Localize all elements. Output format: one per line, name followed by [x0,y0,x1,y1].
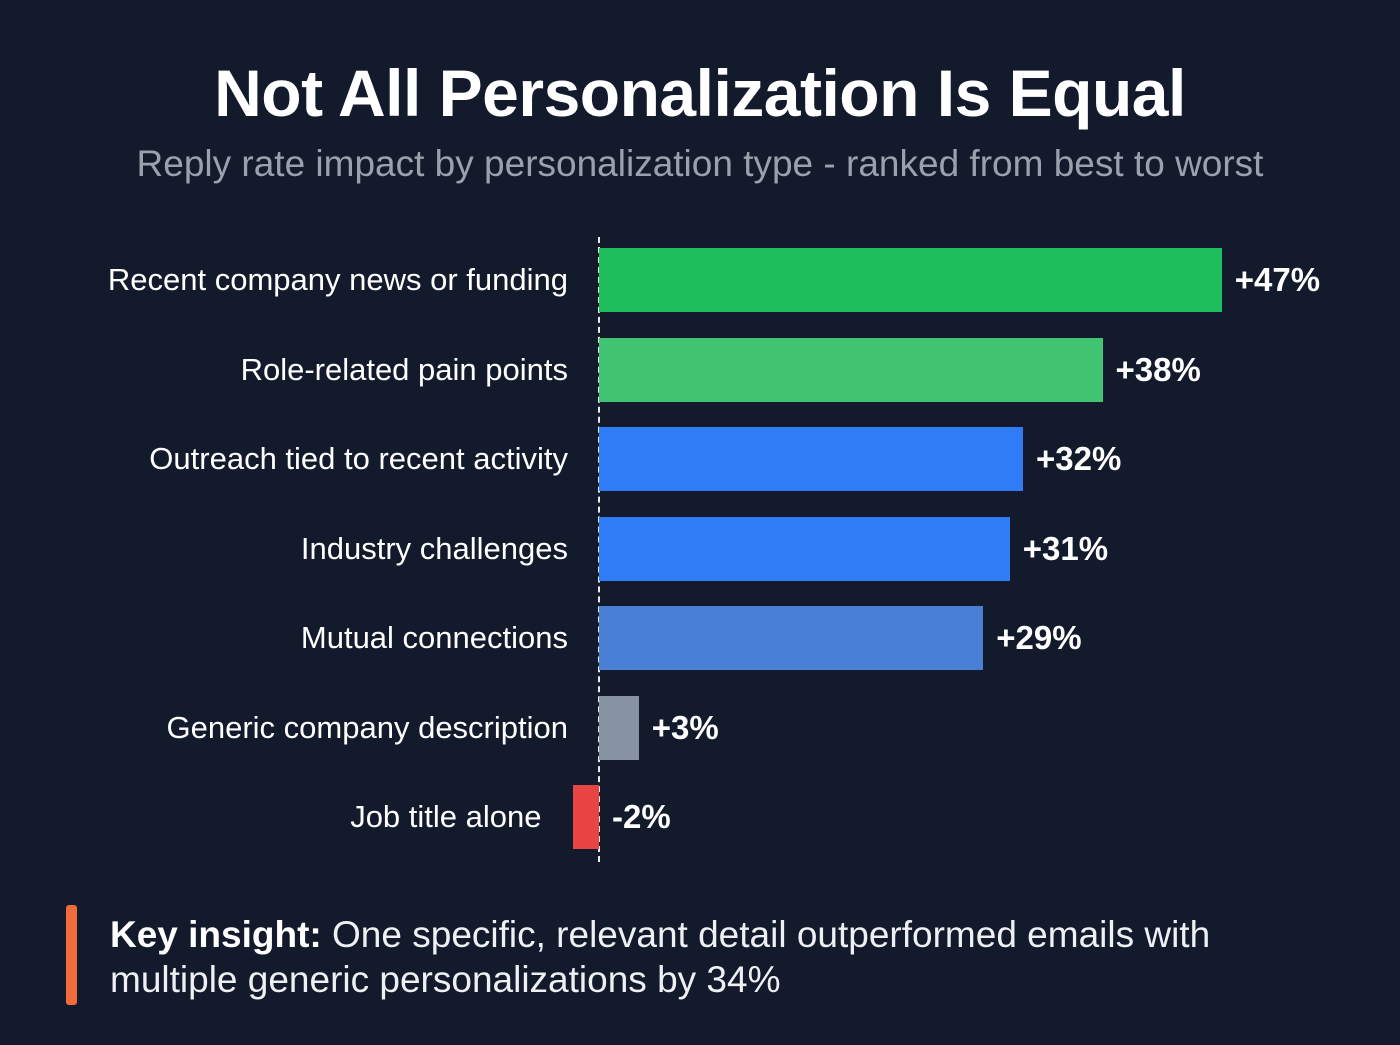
value-label: +3% [651,708,719,746]
bar [599,337,1103,402]
bar [599,516,1010,581]
chart-subtitle: Reply rate impact by personalization typ… [136,143,1264,184]
category-label: Recent company news or funding [107,262,568,297]
bar-chart: Recent company news or funding +47% Role-r… [107,237,1321,862]
value-label: +38% [1115,350,1201,388]
value-label: -2% [612,798,671,835]
bar [599,248,1222,312]
category-label: Generic company description [166,709,568,745]
chart-title: Not All Personalization Is Equal [214,56,1186,130]
bar [599,427,1023,491]
category-label: Job title alone [350,799,542,834]
value-label: +31% [1022,529,1109,567]
category-label: Outreach tied to recent activity [149,441,568,476]
bar [572,785,599,849]
value-label: +47% [1234,261,1321,298]
bar [599,695,639,760]
bar [599,606,984,670]
category-label: Mutual connections [300,620,568,655]
category-label: Industry challenges [300,530,568,566]
category-label: Role-related pain points [240,351,568,387]
key-insight: Key insight: One specific, relevant deta… [110,912,1340,1002]
value-label: +32% [1036,440,1122,477]
value-label: +29% [996,619,1082,656]
insight-label: Key insight: [110,914,322,955]
insight-accent-bar [66,905,77,1005]
insight-text: One specific, relevant detail outperform… [110,914,1211,1000]
